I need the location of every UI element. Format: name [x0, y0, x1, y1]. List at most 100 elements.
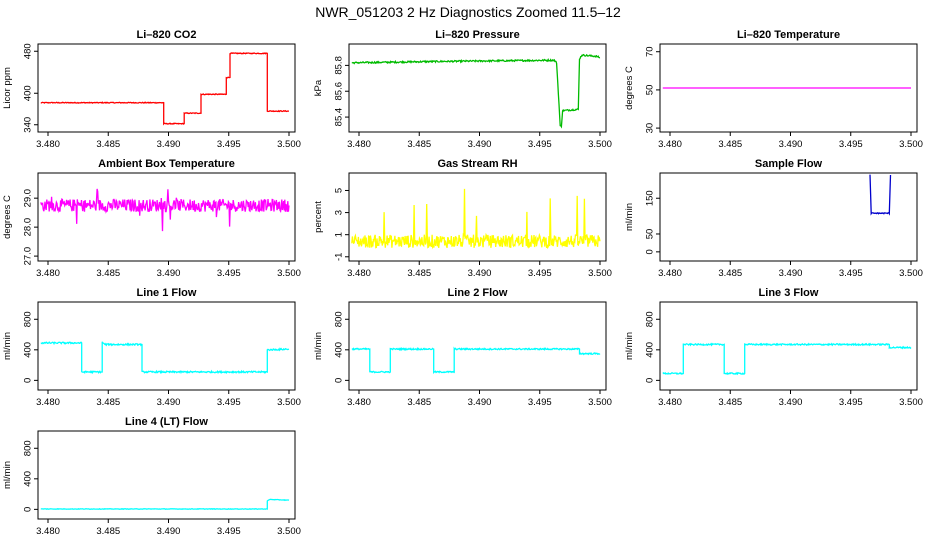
panel-title: Line 2 Flow [448, 287, 508, 299]
y-tick-label: 800 [23, 440, 34, 456]
y-tick-label: 400 [334, 342, 345, 358]
y-tick-label: 5 [334, 188, 345, 193]
y-axis-label: ml/min [624, 332, 635, 360]
x-tick-label: 3.500 [899, 139, 923, 150]
plot-frame [659, 172, 918, 262]
series-line-sample_flow [869, 174, 892, 216]
plot-frame [348, 301, 607, 391]
panel-sample_flow: Sample Flow ml/min 3.480 3.485 3.490 3.495 3.5… [624, 158, 923, 279]
x-tick-label: 3.480 [36, 526, 60, 537]
panel-grid: Li–820 CO2 Licor ppm 3.480 3.485 3.490 3.495 3… [2, 29, 923, 537]
y-tick-label: 400 [23, 471, 34, 487]
panel-box_temp: Ambient Box Temperature degrees C 3.480 3.4… [2, 158, 301, 279]
series-line-line1 [40, 341, 290, 375]
x-tick-label: 3.490 [468, 139, 492, 150]
x-tick-label: 3.490 [779, 139, 803, 150]
figure-title: NWR_051203 2 Hz Diagnostics Zoomed 11.5–… [315, 4, 621, 20]
panel-title: Line 1 Flow [137, 287, 197, 299]
x-tick-label: 3.490 [468, 397, 492, 408]
y-axis-label: percent [313, 201, 324, 233]
plot-frame [659, 43, 918, 133]
panel-line2: Line 2 Flow ml/min 3.480 3.485 3.490 3.495 3.5… [313, 287, 612, 408]
panel-li_temp: Li–820 Temperature degrees C 3.480 3.485 3.4… [624, 29, 923, 150]
x-tick-label: 3.495 [528, 397, 552, 408]
y-tick-label: 0 [23, 378, 34, 383]
panel-title: Sample Flow [755, 158, 823, 170]
y-tick-label: 29.0 [23, 189, 34, 208]
panel-co2: Li–820 CO2 Licor ppm 3.480 3.485 3.490 3.495 3… [2, 29, 301, 150]
x-tick-label: 3.495 [839, 139, 863, 150]
x-tick-label: 3.500 [277, 268, 301, 279]
y-axis-label: ml/min [624, 203, 635, 231]
x-tick-label: 3.500 [588, 397, 612, 408]
panel-rh: Gas Stream RH percent 3.480 3.485 3.490 3.495… [313, 158, 612, 279]
y-tick-label: 30 [645, 123, 656, 134]
x-tick-label: 3.495 [217, 397, 241, 408]
x-tick-label: 3.485 [96, 268, 120, 279]
x-tick-label: 3.495 [217, 268, 241, 279]
x-tick-label: 3.480 [658, 268, 682, 279]
x-tick-label: 3.485 [96, 139, 120, 150]
x-tick-label: 3.495 [528, 139, 552, 150]
x-tick-label: 3.490 [157, 397, 181, 408]
y-tick-label: 480 [23, 43, 34, 59]
series-line-line2 [351, 346, 601, 375]
plot-frame [37, 301, 296, 391]
x-tick-label: 3.480 [658, 139, 682, 150]
x-tick-label: 3.485 [407, 268, 431, 279]
x-tick-label: 3.485 [407, 139, 431, 150]
x-tick-label: 3.495 [217, 139, 241, 150]
y-tick-label: 1 [334, 232, 345, 237]
plot-frame [37, 172, 296, 262]
y-axis-label: degrees C [624, 66, 635, 110]
x-tick-label: 3.500 [588, 139, 612, 150]
y-tick-label: 85.6 [334, 82, 345, 101]
panel-title: Line 4 (LT) Flow [125, 416, 208, 428]
panel-title: Line 3 Flow [759, 287, 819, 299]
plot-frame [348, 43, 607, 133]
x-tick-label: 3.495 [839, 397, 863, 408]
x-tick-label: 3.500 [277, 397, 301, 408]
x-tick-label: 3.500 [277, 139, 301, 150]
y-tick-label: 400 [23, 85, 34, 101]
series-line-co2 [40, 51, 289, 126]
y-tick-label: 0 [334, 378, 345, 383]
x-tick-label: 3.490 [157, 139, 181, 150]
x-tick-label: 3.485 [96, 526, 120, 537]
x-tick-label: 3.495 [528, 268, 552, 279]
y-tick-label: 85.4 [334, 108, 345, 127]
series-line-box_temp [40, 188, 290, 232]
panel-title: Li–820 CO2 [137, 29, 197, 41]
x-tick-label: 3.480 [658, 397, 682, 408]
y-tick-label: 50 [645, 85, 656, 96]
y-tick-label: 0 [23, 507, 34, 512]
y-axis-label: kPa [313, 79, 324, 96]
panel-pressure: Li–820 Pressure kPa 3.480 3.485 3.490 3.495 3.… [313, 29, 612, 150]
plot-frame [659, 301, 918, 391]
x-tick-label: 3.490 [157, 526, 181, 537]
x-tick-label: 3.480 [347, 139, 371, 150]
x-tick-label: 3.490 [779, 397, 803, 408]
x-tick-label: 3.485 [96, 397, 120, 408]
y-axis-label: degrees C [2, 195, 13, 239]
plot-frame [37, 430, 296, 520]
y-axis-label: ml/min [2, 332, 13, 360]
panel-title: Ambient Box Temperature [98, 158, 235, 170]
y-tick-label: 0 [645, 249, 656, 254]
x-tick-label: 3.495 [839, 268, 863, 279]
panel-line1: Line 1 Flow ml/min 3.480 3.485 3.490 3.495 3.5… [2, 287, 301, 408]
y-tick-label: 150 [645, 190, 656, 206]
x-tick-label: 3.500 [588, 268, 612, 279]
x-tick-label: 3.490 [468, 268, 492, 279]
y-axis-label: ml/min [313, 332, 324, 360]
x-tick-label: 3.490 [157, 268, 181, 279]
x-tick-label: 3.490 [779, 268, 803, 279]
panel-title: Li–820 Pressure [435, 29, 519, 41]
y-tick-label: 28.0 [23, 218, 34, 237]
x-tick-label: 3.480 [36, 268, 60, 279]
x-tick-label: 3.485 [718, 139, 742, 150]
plot-frame [348, 172, 607, 262]
y-tick-label: 70 [645, 46, 656, 57]
y-tick-label: -1 [334, 253, 345, 261]
y-tick-label: 800 [645, 311, 656, 327]
